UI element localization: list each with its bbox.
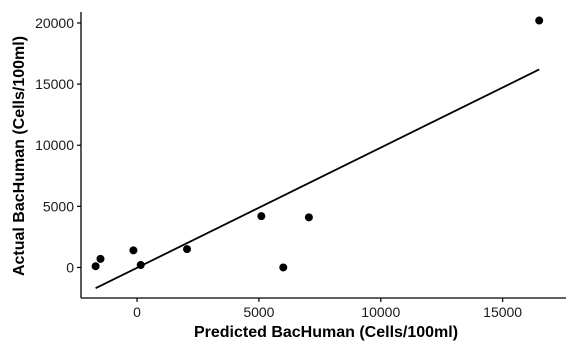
- y-tick-label: 0: [66, 259, 74, 275]
- data-point: [304, 213, 313, 222]
- x-tick-label: 5000: [243, 304, 274, 320]
- marks: [91, 16, 544, 290]
- data-point: [91, 262, 100, 271]
- x-tick-label: 10000: [361, 304, 400, 320]
- y-axis-title-group: Actual BacHuman (Cells/100ml): [11, 36, 28, 276]
- data-point: [136, 261, 145, 269]
- y-tick-label: 5000: [43, 198, 74, 214]
- data-point: [129, 246, 138, 255]
- data-point: [279, 263, 288, 272]
- axes: [80, 12, 566, 299]
- data-point: [535, 16, 544, 25]
- x-tick-label: 15000: [483, 304, 522, 320]
- ticks: 0 5000 10000 15000 0 5000 10000 15000 20000: [35, 15, 522, 320]
- y-tick-label: 20000: [35, 15, 74, 31]
- y-axis-title: Actual BacHuman (Cells/100ml): [11, 36, 28, 276]
- y-tick-label: 10000: [35, 137, 74, 153]
- regression-line: [95, 68, 540, 290]
- data-point: [257, 212, 266, 221]
- y-tick-label: 15000: [35, 76, 74, 92]
- data-point: [183, 245, 192, 254]
- x-tick-label: 0: [133, 304, 141, 320]
- x-axis-title: Predicted BacHuman (Cells/100ml): [194, 324, 458, 341]
- data-point: [96, 254, 105, 263]
